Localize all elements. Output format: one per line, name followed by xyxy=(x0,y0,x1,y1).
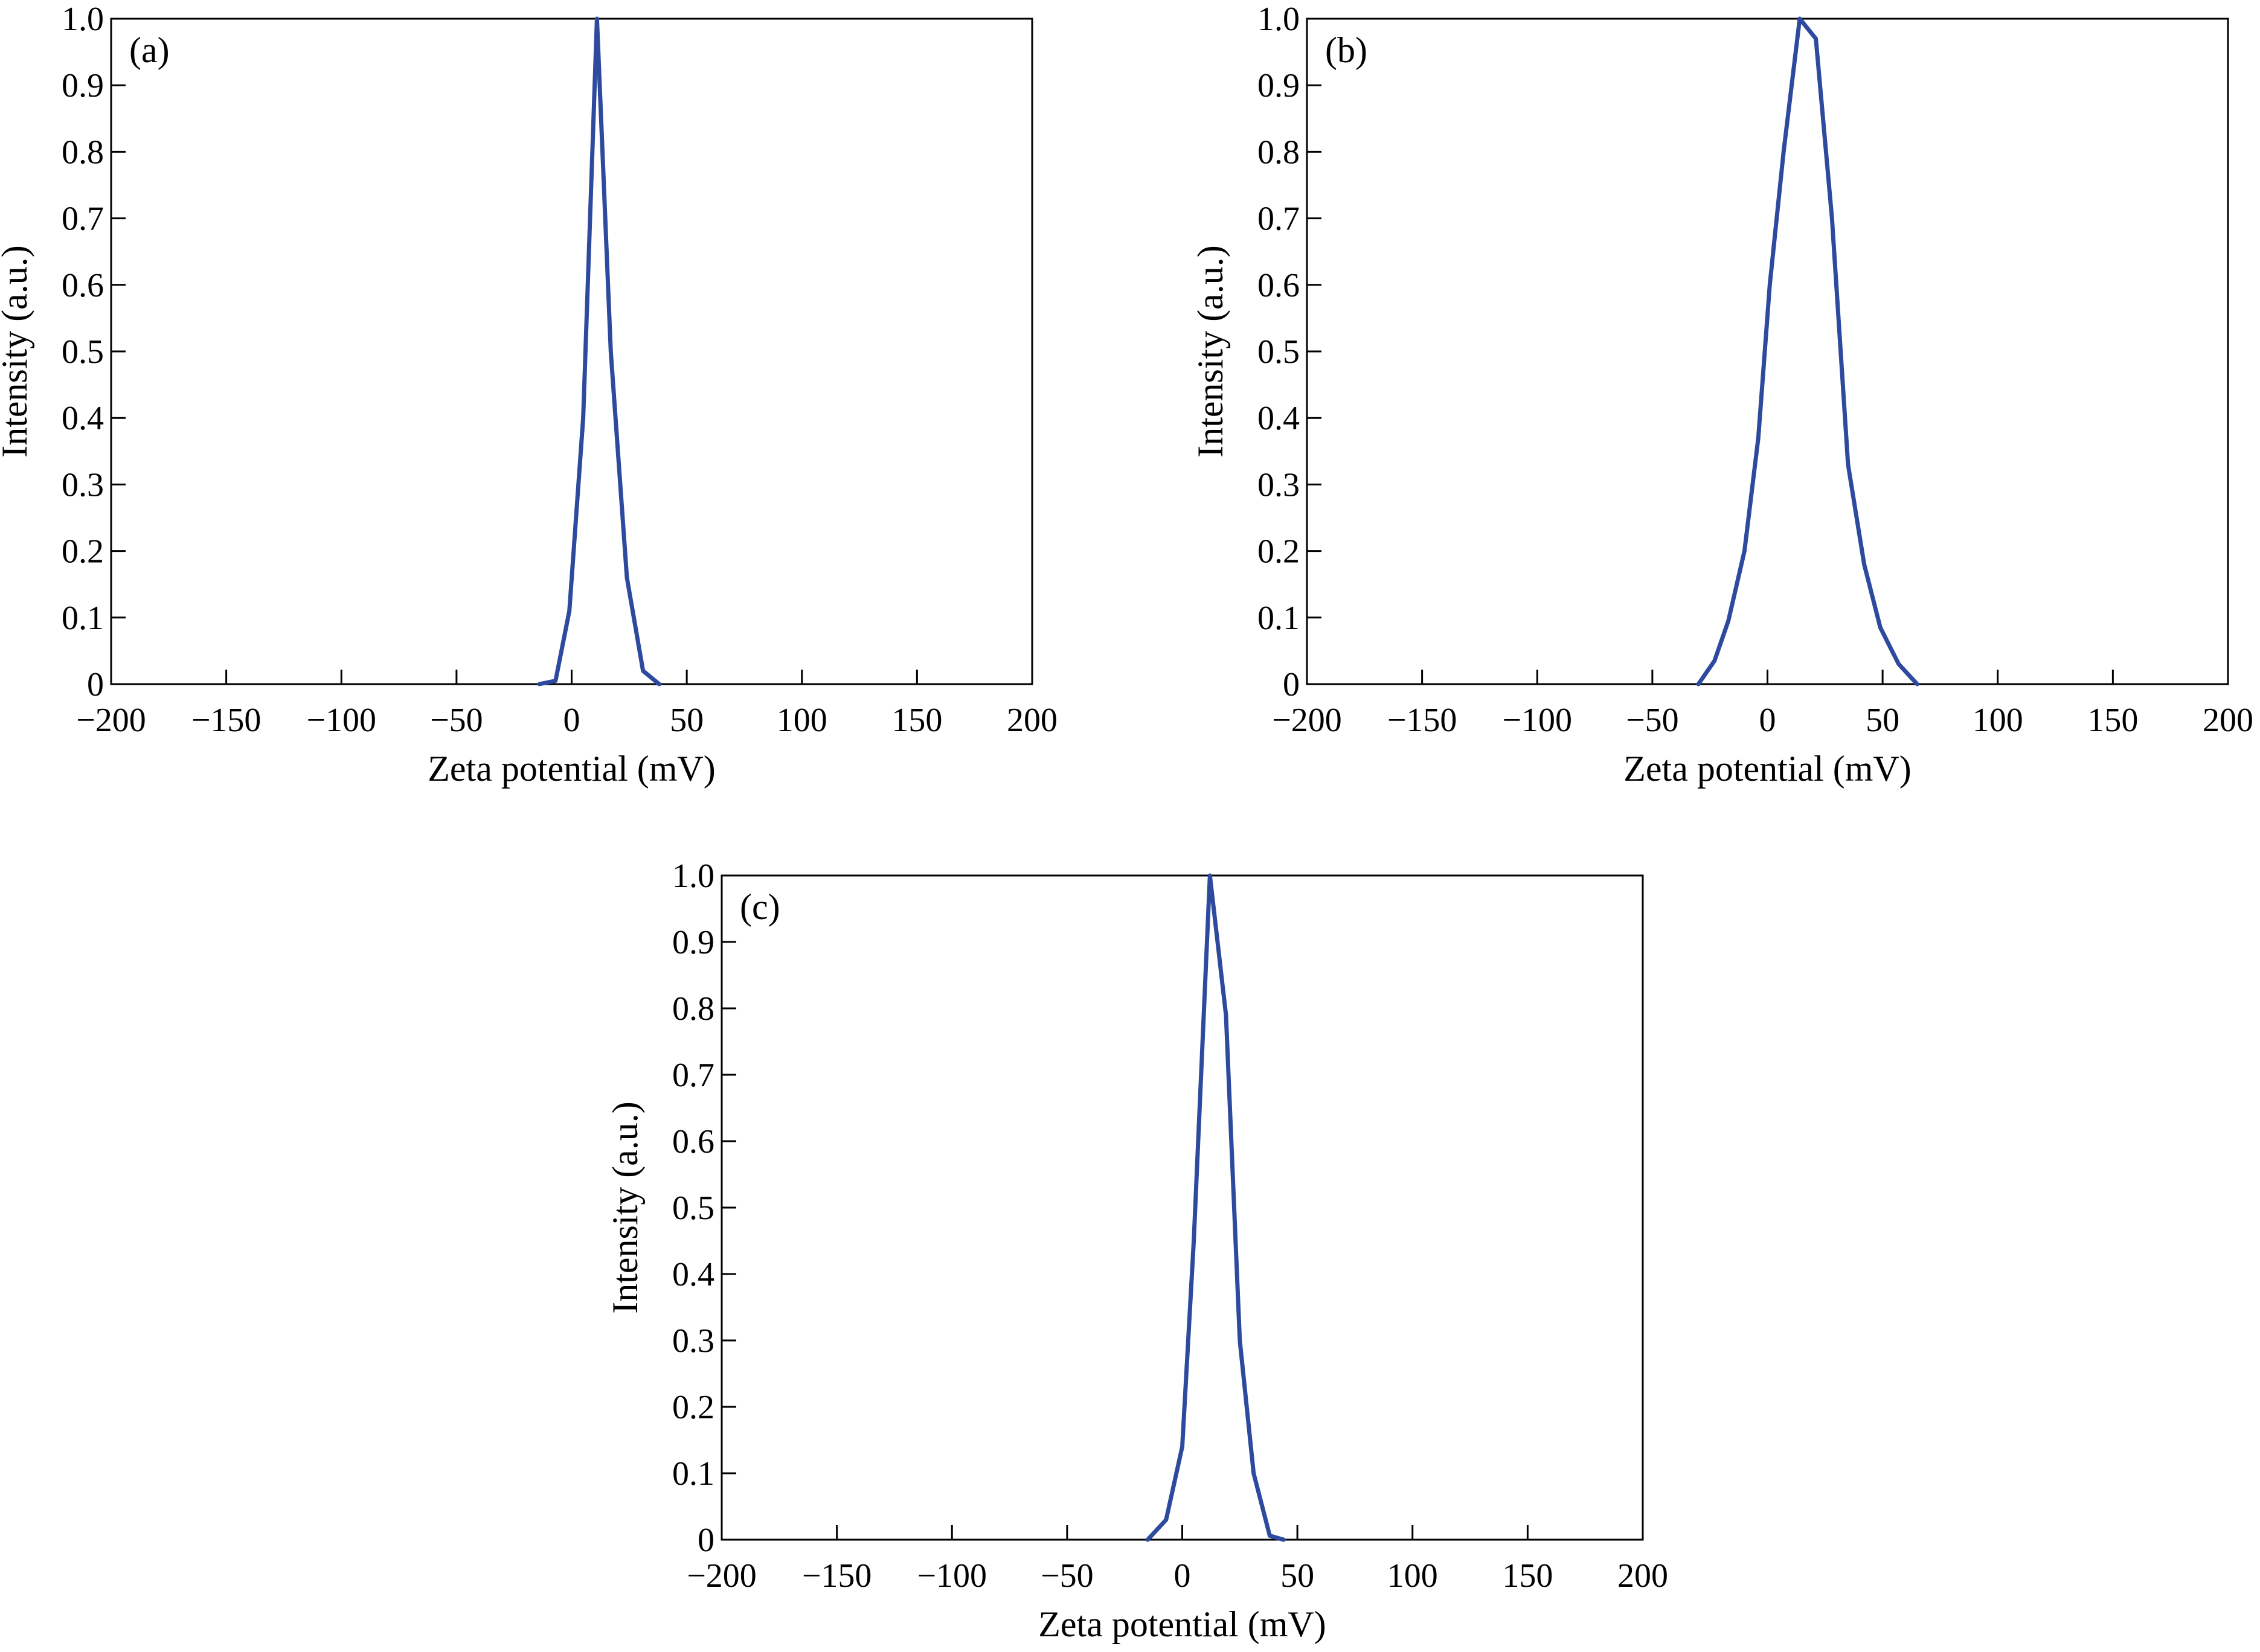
y-tick-label: 0 xyxy=(87,666,104,703)
x-tick-label: 50 xyxy=(1280,1557,1314,1595)
intensity-line xyxy=(537,16,661,687)
y-axis-label: Intensity (a.u.) xyxy=(605,1101,645,1314)
chart-panel: −200 −150 −100 −50 0 50 100 150 200 0 0.1 0.2 0.3 0.4… xyxy=(0,1,1058,789)
x-tick-label: −200 xyxy=(76,702,146,739)
x-tick-label: −100 xyxy=(917,1557,987,1595)
y-tick-label: 0.6 xyxy=(1257,267,1300,304)
y-tick-label: 1.0 xyxy=(672,857,714,895)
chart-panel: −200 −150 −100 −50 0 50 100 150 200 0 0.1 0.2 0.3 0.4… xyxy=(1190,1,2253,789)
x-tick-label: −150 xyxy=(802,1557,872,1595)
y-tick-label: 0.4 xyxy=(62,400,104,437)
y-tick-label: 0.4 xyxy=(672,1256,714,1293)
x-tick-label: 100 xyxy=(1973,702,2023,739)
x-tick-label: −50 xyxy=(430,702,483,739)
y-tick-label: 0.6 xyxy=(62,267,104,304)
x-tick-label: −50 xyxy=(1041,1557,1094,1595)
x-tick-label: 150 xyxy=(1502,1557,1553,1595)
x-tick-label: 150 xyxy=(2087,702,2138,739)
y-tick-label: 0.1 xyxy=(62,600,104,637)
y-tick-label: 0.8 xyxy=(1257,133,1300,171)
x-tick-label: 200 xyxy=(1617,1557,1668,1595)
y-tick-label: 0.8 xyxy=(62,133,104,171)
x-tick-label: 50 xyxy=(1866,702,1899,739)
panel-label: (c) xyxy=(740,887,780,927)
y-tick-label: 0.7 xyxy=(62,200,104,238)
panel-label: (b) xyxy=(1325,30,1367,70)
x-tick-label: 50 xyxy=(670,702,704,739)
intensity-line xyxy=(1145,873,1286,1542)
y-tick-label: 0.6 xyxy=(672,1123,714,1161)
y-tick-label: 0.9 xyxy=(62,67,104,104)
y-tick-label: 0.1 xyxy=(1257,600,1300,637)
y-tick-label: 0.3 xyxy=(62,466,104,504)
y-tick-label: 1.0 xyxy=(62,1,104,38)
y-tick-label: 0.2 xyxy=(62,533,104,571)
y-tick-label: 0 xyxy=(1283,666,1300,703)
y-tick-label: 0.5 xyxy=(62,333,104,371)
chart-panel: −200 −150 −100 −50 0 50 100 150 200 0 0.1 0.2 0.3 0.4… xyxy=(605,857,1668,1644)
y-tick-label: 0.2 xyxy=(1257,533,1300,571)
y-tick-label: 0.1 xyxy=(672,1455,714,1493)
y-tick-label: 0.3 xyxy=(1257,466,1300,504)
x-tick-label: −200 xyxy=(1272,702,1342,739)
y-tick-label: 0.2 xyxy=(672,1389,714,1426)
y-tick-label: 0.7 xyxy=(1257,200,1300,238)
x-tick-label: −150 xyxy=(191,702,262,739)
y-axis-label: Intensity (a.u.) xyxy=(0,245,34,458)
y-tick-label: 0.3 xyxy=(672,1322,714,1360)
plot-frame xyxy=(1306,18,2229,685)
y-tick-label: 0.7 xyxy=(672,1057,714,1094)
y-tick-label: 0.5 xyxy=(1257,333,1300,371)
x-tick-label: 200 xyxy=(2203,702,2253,739)
x-axis-label: Zeta potential (mV) xyxy=(428,749,715,789)
x-tick-label: 0 xyxy=(563,702,580,739)
x-tick-label: 200 xyxy=(1007,702,1058,739)
intensity-line xyxy=(1696,16,1919,687)
x-tick-label: 0 xyxy=(1174,1557,1191,1595)
x-tick-label: −100 xyxy=(306,702,376,739)
y-tick-label: 0.9 xyxy=(672,924,714,961)
x-tick-label: −50 xyxy=(1626,702,1679,739)
x-axis-label: Zeta potential (mV) xyxy=(1038,1604,1326,1644)
x-tick-label: 0 xyxy=(1759,702,1776,739)
y-axis-label: Intensity (a.u.) xyxy=(1190,245,1230,458)
y-tick-label: 0 xyxy=(698,1522,714,1559)
x-tick-label: −200 xyxy=(687,1557,757,1595)
y-tick-label: 0.9 xyxy=(1257,67,1300,104)
x-axis-label: Zeta potential (mV) xyxy=(1623,749,1911,789)
y-tick-label: 1.0 xyxy=(1257,1,1300,38)
panel-label: (a) xyxy=(129,30,170,70)
x-tick-label: −150 xyxy=(1387,702,1457,739)
x-tick-label: 100 xyxy=(777,702,827,739)
y-tick-label: 0.8 xyxy=(672,990,714,1028)
y-tick-label: 0.4 xyxy=(1257,400,1300,437)
x-tick-label: −100 xyxy=(1502,702,1572,739)
x-tick-label: 100 xyxy=(1387,1557,1438,1595)
x-tick-label: 150 xyxy=(891,702,942,739)
y-tick-label: 0.5 xyxy=(672,1189,714,1227)
